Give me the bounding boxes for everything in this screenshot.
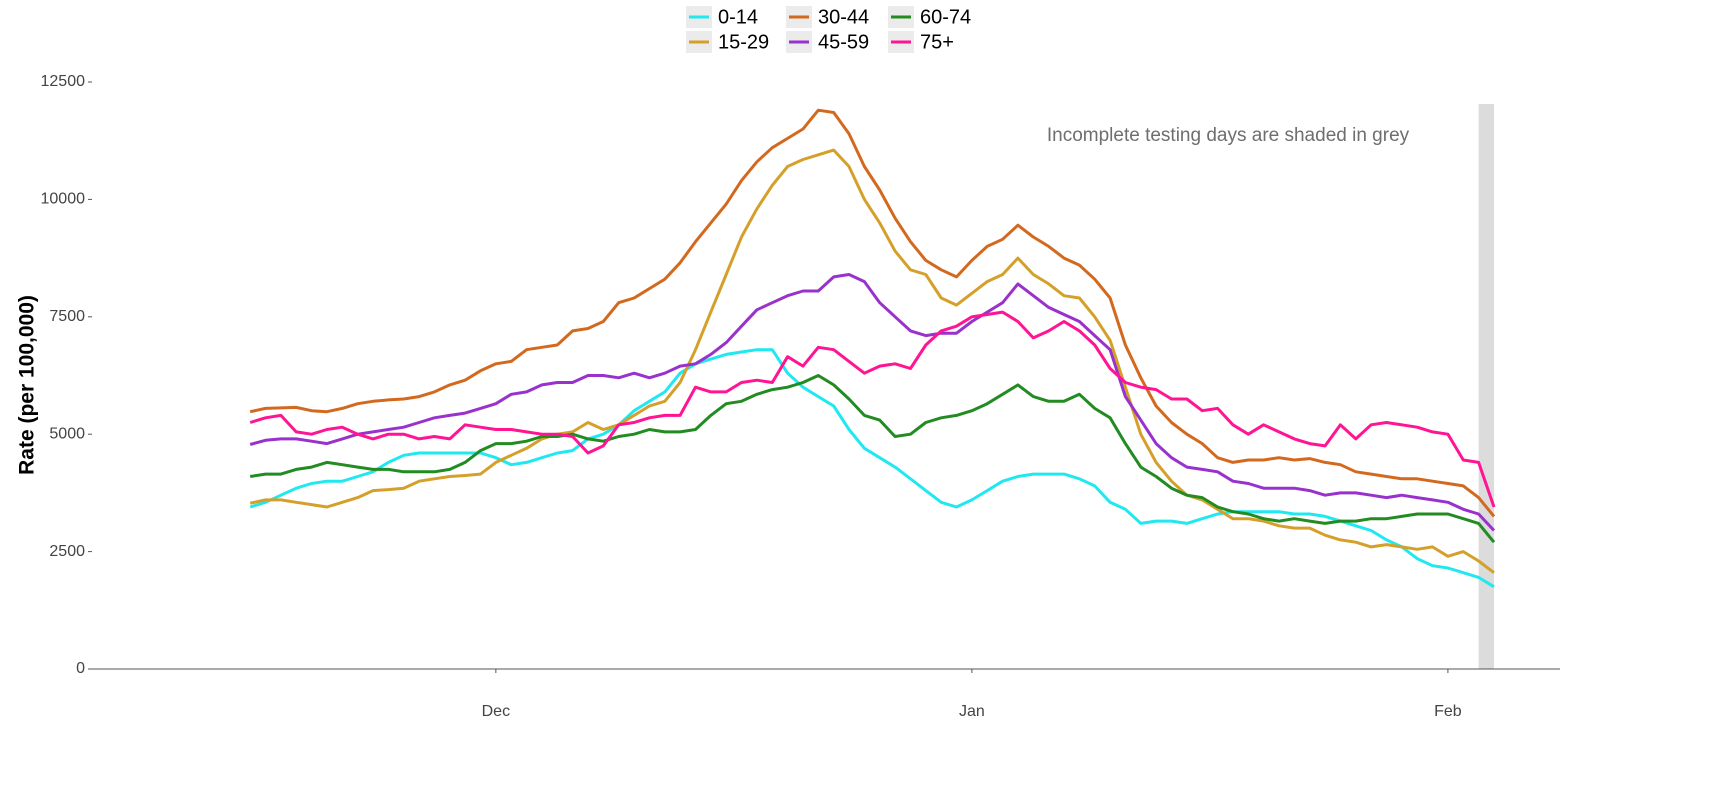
- legend-label: 60-74: [920, 6, 971, 28]
- y-axis-label: Rate (per 100,000): [16, 295, 39, 475]
- legend-label: 0-14: [718, 6, 758, 28]
- series-line: [249, 310, 1496, 508]
- series-line: [249, 348, 1495, 589]
- y-tick-label: 5000: [49, 425, 85, 442]
- x-tick-label: Feb: [1434, 703, 1462, 720]
- y-tick-label: 7500: [49, 308, 85, 325]
- legend-label: 75+: [920, 31, 954, 53]
- annotation: Incomplete testing days are shaded in gr…: [1047, 125, 1410, 146]
- series-line: [249, 148, 1495, 574]
- y-tick-label: 10000: [41, 191, 86, 208]
- y-tick-label: 2500: [49, 543, 85, 560]
- y-tick-label: 0: [76, 660, 85, 677]
- series-line: [249, 273, 1496, 532]
- legend-label: 45-59: [818, 31, 869, 53]
- legend-label: 15-29: [718, 31, 769, 53]
- legend-label: 30-44: [818, 6, 869, 28]
- y-tick-label: 12500: [41, 73, 86, 90]
- series-line: [249, 108, 1496, 518]
- x-tick-label: Jan: [959, 703, 985, 720]
- series-line: [249, 374, 1496, 544]
- x-tick-label: Dec: [482, 703, 510, 720]
